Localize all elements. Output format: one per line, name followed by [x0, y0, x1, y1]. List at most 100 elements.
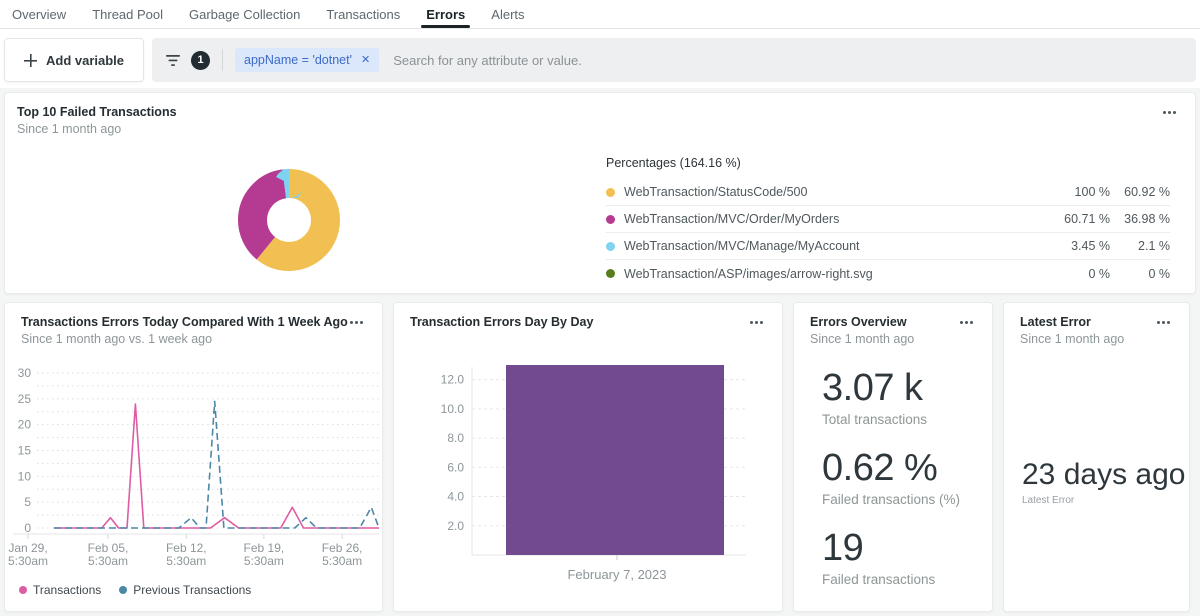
- chip-close-icon[interactable]: ✕: [360, 53, 371, 66]
- legend-total-pct: 36.98 %: [1124, 212, 1170, 226]
- legend-relative-pct: 0 %: [1088, 266, 1110, 281]
- legend-item-name: WebTransaction/StatusCode/500: [624, 185, 808, 199]
- legend-total-pct: 2.1 %: [1138, 239, 1170, 253]
- filter-bar[interactable]: 1 appName = 'dotnet' ✕ Search for any at…: [152, 38, 1196, 82]
- filter-separator: [222, 49, 223, 71]
- billboard-metrics: 23 days ago Latest Error: [1004, 458, 1189, 506]
- filter-chip-text: appName = 'dotnet': [244, 53, 352, 67]
- color-swatch-icon: [19, 586, 27, 594]
- legend-row[interactable]: WebTransaction/MVC/Order/MyOrders 60.71 …: [606, 206, 1170, 233]
- metric-total-transactions: 3.07 k Total transactions: [822, 367, 992, 428]
- tab-alerts[interactable]: Alerts: [491, 0, 524, 28]
- svg-text:5:30am: 5:30am: [88, 554, 128, 568]
- svg-text:10: 10: [18, 469, 32, 483]
- panel-header: Transaction Errors Day By Day: [394, 303, 782, 329]
- filter-funnel-icon[interactable]: [165, 54, 181, 67]
- search-input[interactable]: Search for any attribute or value.: [393, 52, 582, 68]
- add-variable-button[interactable]: Add variable: [4, 38, 144, 82]
- panel-header: Latest Error Since 1 month ago: [1004, 303, 1189, 346]
- filter-count-badge: 1: [191, 50, 210, 70]
- kebab-menu-icon[interactable]: [1157, 321, 1171, 325]
- line-chart-legend: Transactions Previous Transactions: [19, 583, 251, 597]
- legend-row[interactable]: WebTransaction/ASP/images/arrow-right.sv…: [606, 260, 1170, 287]
- panel-errors-day-by-day: Transaction Errors Day By Day 2.0 4.0 6.0 8…: [393, 302, 783, 612]
- tab-transactions[interactable]: Transactions: [326, 0, 400, 28]
- legend-header: Percentages (164.16 %): [606, 156, 741, 170]
- color-swatch-icon: [606, 241, 615, 251]
- legend-relative-pct: 100 %: [1074, 185, 1110, 199]
- svg-text:5:30am: 5:30am: [8, 554, 48, 568]
- svg-text:5:30am: 5:30am: [166, 554, 206, 568]
- filter-chip-appname[interactable]: appName = 'dotnet' ✕: [235, 48, 380, 72]
- metric-value: 19: [822, 527, 864, 570]
- metric-label: Latest Error: [1022, 495, 1075, 506]
- metric-value: 0.62 %: [822, 447, 938, 490]
- legend-item-previous-transactions[interactable]: Previous Transactions: [119, 583, 251, 597]
- billboard-metrics: 3.07 k Total transactions 0.62 % Failed …: [794, 367, 992, 588]
- svg-text:20: 20: [18, 418, 32, 432]
- metric-value: 23 days ago: [1022, 458, 1186, 491]
- kebab-menu-icon[interactable]: [1163, 111, 1177, 115]
- panel-errors-overview: Errors Overview Since 1 month ago 3.07 k…: [793, 302, 993, 612]
- tab-garbage-collection[interactable]: Garbage Collection: [189, 0, 300, 28]
- legend-row[interactable]: WebTransaction/MVC/Manage/MyAccount 3.45…: [606, 233, 1170, 260]
- svg-text:25: 25: [18, 392, 32, 406]
- legend-relative-pct: 60.71 %: [1064, 212, 1110, 226]
- color-swatch-icon: [606, 214, 615, 224]
- svg-text:Jan 29,: Jan 29,: [8, 541, 47, 555]
- metric-failed-transactions: 19 Failed transactions: [822, 527, 992, 588]
- donut-chart[interactable]: [237, 168, 341, 272]
- legend-item-name: WebTransaction/MVC/Manage/MyAccount: [624, 239, 860, 253]
- svg-text:0: 0: [24, 521, 31, 535]
- svg-text:2.0: 2.0: [447, 519, 464, 533]
- svg-text:5:30am: 5:30am: [322, 554, 362, 568]
- kebab-menu-icon[interactable]: [350, 321, 364, 325]
- panel-title: Latest Error: [1020, 315, 1091, 329]
- panel-title: Transaction Errors Day By Day: [410, 315, 594, 329]
- plus-icon: [23, 53, 37, 67]
- tab-thread-pool[interactable]: Thread Pool: [92, 0, 163, 28]
- color-swatch-icon: [606, 187, 615, 197]
- tab-label: Transactions: [326, 6, 401, 22]
- donut-legend-table: Percentages (164.16 %) WebTransaction/St…: [606, 156, 1170, 287]
- tab-errors[interactable]: Errors: [421, 0, 471, 28]
- kebab-menu-icon[interactable]: [750, 321, 764, 325]
- metric-label: Total transactions: [822, 412, 928, 428]
- color-swatch-icon: [606, 269, 615, 278]
- svg-text:30: 30: [18, 366, 32, 380]
- tab-overview[interactable]: Overview: [12, 0, 66, 28]
- color-swatch-icon: [119, 586, 128, 594]
- svg-text:Feb 05,: Feb 05,: [88, 541, 129, 555]
- dashboard-tab-bar: Overview Thread Pool Garbage Collection …: [0, 0, 1200, 29]
- panel-title: Transactions Errors Today Compared With …: [21, 315, 348, 329]
- panel-header: Transactions Errors Today Compared With …: [5, 303, 382, 346]
- panel-latest-error: Latest Error Since 1 month ago 23 days a…: [1003, 302, 1190, 612]
- kebab-menu-icon[interactable]: [960, 321, 974, 325]
- tab-label: Overview: [12, 6, 67, 22]
- svg-text:Feb 12,: Feb 12,: [166, 541, 207, 555]
- svg-text:February 7, 2023: February 7, 2023: [567, 567, 666, 582]
- panel-subtitle: Since 1 month ago: [810, 332, 915, 346]
- panel-title: Top 10 Failed Transactions: [17, 105, 177, 119]
- add-variable-label: Add variable: [45, 52, 125, 68]
- svg-text:5:30am: 5:30am: [244, 554, 284, 568]
- svg-text:5: 5: [24, 495, 31, 509]
- svg-text:8.0: 8.0: [447, 431, 464, 445]
- legend-item-name: WebTransaction/ASP/images/arrow-right.sv…: [624, 266, 873, 281]
- legend-total-pct: 60.92 %: [1124, 185, 1170, 199]
- legend-row[interactable]: WebTransaction/StatusCode/500 100 % 60.9…: [606, 179, 1170, 206]
- panel-top10-failed-transactions: Top 10 Failed Transactions Since 1 month…: [4, 92, 1196, 294]
- dashboard-row-2: Transactions Errors Today Compared With …: [4, 302, 1196, 612]
- legend-item-name: WebTransaction/MVC/Order/MyOrders: [624, 212, 840, 226]
- metric-label: Failed transactions (%): [822, 492, 961, 508]
- metric-label: Failed transactions: [822, 572, 936, 588]
- svg-text:Feb 19,: Feb 19,: [244, 541, 285, 555]
- tab-label: Alerts: [491, 6, 525, 22]
- panel-title: Errors Overview: [810, 315, 907, 329]
- legend-relative-pct: 3.45 %: [1071, 239, 1110, 253]
- bar-chart[interactable]: 2.0 4.0 6.0 8.0 10.0 12.0 February 7, 2023: [394, 355, 783, 595]
- tab-label: Garbage Collection: [189, 6, 301, 22]
- legend-item-transactions[interactable]: Transactions: [19, 583, 101, 597]
- svg-text:Feb 26,: Feb 26,: [322, 541, 363, 555]
